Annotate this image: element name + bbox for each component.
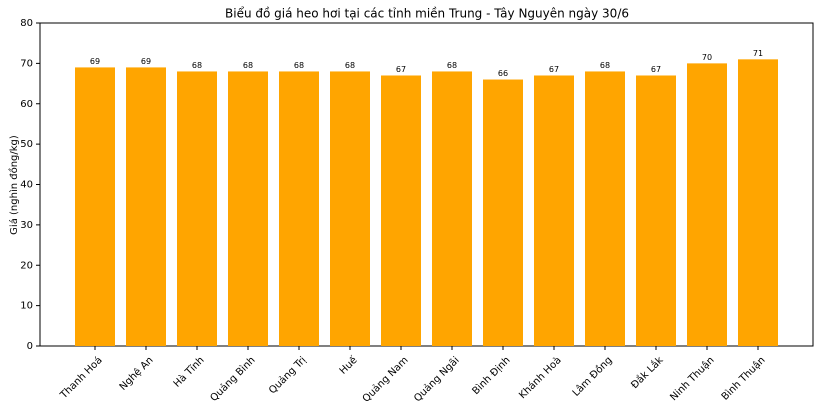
x-tick-label: Quảng Ngãi <box>411 354 461 404</box>
y-axis-label: Giá (nghìn đồng/kg) <box>8 135 20 235</box>
bar <box>483 79 523 347</box>
y-tick-label: 50 <box>20 139 33 150</box>
bar <box>534 75 574 347</box>
bar <box>330 71 370 346</box>
y-tick-label: 20 <box>20 260 33 271</box>
x-tick-label: Quảng Trị <box>266 354 308 396</box>
x-tick-label: Quảng Bình <box>208 354 258 404</box>
bar <box>381 75 421 347</box>
value-label: 68 <box>192 61 202 70</box>
value-label: 68 <box>294 61 304 70</box>
y-tick-label: 60 <box>20 99 33 110</box>
x-tick-label: Quảng Nam <box>360 354 411 405</box>
value-label: 68 <box>243 61 253 70</box>
bar <box>75 67 115 346</box>
bar <box>228 71 268 346</box>
value-label: 67 <box>396 65 406 74</box>
x-tick-label: Khánh Hoà <box>517 354 564 401</box>
value-label: 70 <box>702 53 712 62</box>
x-tick-label: Bình Định <box>470 354 513 397</box>
x-tick-label: Lâm Đồng <box>570 354 615 399</box>
bar <box>585 71 625 346</box>
y-tick-label: 10 <box>20 301 33 312</box>
value-label: 69 <box>90 57 100 66</box>
y-tick-label: 80 <box>20 18 33 29</box>
y-tick-label: 70 <box>20 58 33 69</box>
x-tick-label: Huế <box>337 354 360 377</box>
bar <box>636 75 676 347</box>
x-tick-label: Nghệ An <box>117 354 156 393</box>
x-tick-label: Thanh Hoá <box>57 354 105 402</box>
x-tick-label: Hà Tĩnh <box>171 354 207 390</box>
value-label: 69 <box>141 57 151 66</box>
value-label: 68 <box>447 61 457 70</box>
value-label: 71 <box>753 49 763 58</box>
value-label: 68 <box>345 61 355 70</box>
bar <box>432 71 472 346</box>
y-tick-label: 40 <box>20 180 33 191</box>
bar <box>177 71 217 346</box>
value-label: 68 <box>600 61 610 70</box>
y-tick-label: 30 <box>20 220 33 231</box>
value-label: 67 <box>549 65 559 74</box>
bar <box>738 59 778 347</box>
y-tick-label: 0 <box>27 341 33 352</box>
x-tick-label: Bình Thuận <box>719 354 768 403</box>
chart-title: Biểu đồ giá heo hơi tại các tỉnh miền Tr… <box>225 7 629 21</box>
bar <box>687 63 727 346</box>
x-tick-label: Ninh Thuận <box>668 354 717 403</box>
value-label: 67 <box>651 65 661 74</box>
bar <box>126 67 166 346</box>
bar <box>279 71 319 346</box>
x-tick-label: Đắk Lắk <box>628 353 666 391</box>
value-label: 66 <box>498 69 508 78</box>
